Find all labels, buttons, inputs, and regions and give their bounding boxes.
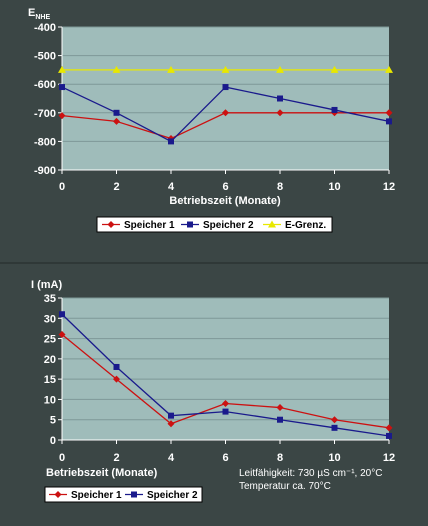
data-point-series-3 — [167, 65, 175, 73]
x-tick-label: 12 — [383, 452, 395, 464]
legend-swatch-marker-2 — [187, 221, 193, 228]
y-tick-label: 35 — [44, 293, 56, 305]
data-point-series-1 — [385, 109, 393, 117]
legend-label-1: Speicher 1 — [124, 220, 175, 231]
x-tick-label: 6 — [222, 452, 228, 464]
data-point-series-1 — [167, 420, 175, 428]
y-axis-title-main: I (mA) — [31, 279, 63, 291]
x-tick-label: 8 — [277, 452, 283, 464]
data-point-series-1 — [276, 404, 284, 412]
data-point-series-2 — [168, 138, 174, 145]
legend-swatch-marker-1 — [107, 221, 115, 228]
data-point-series-3 — [112, 65, 121, 73]
y-tick-label: 5 — [50, 415, 56, 427]
legend-box — [44, 486, 203, 503]
legend-label-2: Speicher 2 — [203, 220, 254, 231]
legend-label-3: E-Grenz. — [285, 220, 326, 231]
data-point-series-1 — [58, 331, 66, 339]
x-axis-title: Betriebszeit (Monate) — [46, 467, 158, 479]
data-point-series-3 — [58, 65, 66, 73]
x-tick-label: 2 — [113, 181, 119, 193]
x-tick-label: 0 — [59, 452, 65, 464]
legend-swatch-marker-1 — [54, 491, 62, 498]
data-point-series-2 — [222, 84, 229, 91]
current-chart: 35 30 25 20 15 10 5 00 2 4 6 8 10 12 I (mA) Betriebszei… — [31, 279, 395, 503]
y-tick-label: -700 — [34, 108, 56, 120]
data-point-series-2 — [222, 408, 229, 415]
y-tick-label: 25 — [44, 334, 56, 346]
legend-box — [96, 216, 333, 233]
data-point-series-2 — [277, 416, 283, 423]
data-point-series-3 — [385, 65, 393, 73]
x-tick-label: 6 — [222, 181, 228, 193]
x-tick-label: 10 — [328, 452, 340, 464]
annotation-line-2: Temperatur ca. 70°C — [239, 481, 331, 492]
legend-swatch-marker-2 — [131, 491, 137, 498]
data-point-series-1 — [222, 399, 229, 407]
y-axis-title-main: E — [28, 7, 35, 19]
data-point-series-1 — [331, 416, 338, 424]
y-tick-label: -500 — [34, 51, 56, 63]
y-tick-label: 0 — [50, 435, 56, 447]
y-tick-label: 30 — [44, 313, 56, 325]
plot-area — [62, 298, 389, 440]
data-point-series-2 — [277, 95, 283, 102]
annotation-line-1: Leitfähigkeit: 730 µS cm⁻¹, 20°C — [239, 468, 382, 479]
chart-panel-current: 35 30 25 20 15 10 5 0 0 2 4 6 8 10 12 I (mA) Betriebszei… — [0, 264, 428, 526]
y-tick-label: -400 — [34, 22, 56, 34]
data-point-series-2 — [59, 84, 65, 91]
data-point-series-1 — [58, 112, 66, 120]
panel-divider — [0, 262, 428, 264]
x-tick-label: 2 — [113, 452, 119, 464]
y-axis-title: I (mA) — [31, 279, 63, 291]
data-point-series-2 — [113, 363, 120, 370]
x-tick-label: 10 — [328, 181, 340, 193]
data-point-series-2 — [59, 311, 65, 318]
data-point-series-2 — [113, 109, 120, 116]
x-tick-label: 4 — [168, 181, 175, 193]
y-tick-label: -600 — [34, 79, 56, 91]
data-point-series-1 — [385, 424, 393, 432]
y-tick-label: -800 — [34, 136, 56, 148]
x-tick-label: 8 — [277, 181, 283, 193]
y-tick-label: -900 — [34, 165, 56, 177]
x-tick-label: 12 — [383, 181, 395, 193]
legend-label-2: Speicher 2 — [147, 490, 198, 501]
y-tick-label: 15 — [44, 374, 56, 386]
y-axis-title: ENHE — [28, 7, 50, 21]
data-point-series-3 — [330, 65, 339, 73]
data-point-series-2 — [168, 412, 174, 419]
data-point-series-2 — [331, 424, 338, 431]
data-point-series-1 — [222, 109, 229, 117]
legend-swatch-marker-3 — [268, 220, 276, 228]
x-axis-title: Betriebszeit (Monate) — [169, 195, 281, 207]
data-point-series-2 — [386, 432, 392, 439]
y-tick-label: 20 — [44, 354, 56, 366]
data-point-series-1 — [113, 117, 120, 125]
data-point-series-1 — [113, 375, 120, 383]
plot-area — [62, 27, 389, 170]
data-point-series-2 — [331, 106, 338, 113]
chart-panel-potential: -400 -500 -600 -700 -800 -900 0 2 4 6 8 10 12 ENHE Bet… — [0, 0, 428, 262]
data-point-series-3 — [221, 65, 230, 73]
data-point-series-2 — [386, 118, 392, 125]
data-point-series-1 — [276, 109, 284, 117]
data-point-series-3 — [276, 65, 284, 73]
y-tick-label: 10 — [44, 394, 56, 406]
y-axis-title-subscript: NHE — [35, 14, 50, 21]
x-tick-label: 0 — [59, 181, 65, 193]
x-tick-label: 4 — [168, 452, 175, 464]
legend-label-1: Speicher 1 — [71, 490, 122, 501]
